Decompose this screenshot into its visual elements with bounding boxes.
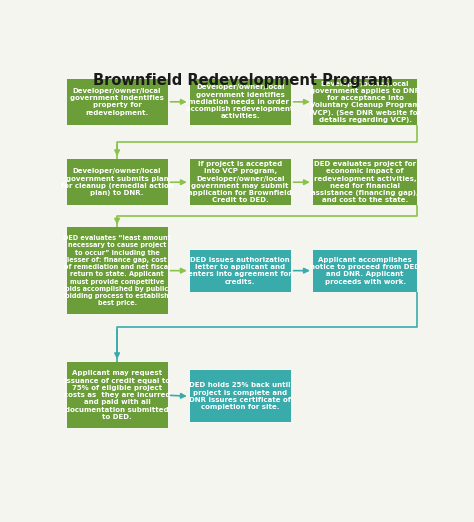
Text: Applicant may request
issuance of credit equal to
75% of eligible project
costs : Applicant may request issuance of credit…: [64, 371, 170, 420]
FancyBboxPatch shape: [190, 159, 291, 205]
Text: DED evaluates “least amount
necessary to cause project
to occur” including the
l: DED evaluates “least amount necessary to…: [63, 235, 171, 306]
FancyBboxPatch shape: [313, 159, 418, 205]
Text: DED holds 25% back until
project is complete and
DNR issures certificate of
comp: DED holds 25% back until project is comp…: [189, 383, 291, 410]
Text: Developer/owner/local
government submits plan
for cleanup (remedial action
plan): Developer/owner/local government submits…: [61, 168, 173, 196]
Text: Applicant accomplishes
notice to proceed from DED
and DNR. Applicant
proceeds wi: Applicant accomplishes notice to proceed…: [310, 257, 420, 284]
Text: Developer/owner/local
government identifies
remediation needs in order to
accomp: Developer/owner/local government identif…: [181, 85, 300, 120]
Text: DED issues authorization
letter to applicant and
enters into agreement for
credi: DED issues authorization letter to appli…: [188, 257, 292, 284]
Text: Developer/owner/local
government indentifies
property for
redevelopment.: Developer/owner/local government indenti…: [70, 88, 164, 116]
Text: If project is accepted
into VCP program,
Developer/owner/local
government may su: If project is accepted into VCP program,…: [188, 161, 292, 204]
FancyBboxPatch shape: [66, 159, 168, 205]
FancyBboxPatch shape: [190, 370, 291, 422]
Text: Brownfield Redevelopment Program: Brownfield Redevelopment Program: [93, 73, 393, 88]
FancyBboxPatch shape: [66, 228, 168, 314]
FancyBboxPatch shape: [66, 362, 168, 429]
Text: Developer/owner/local
government applies to DNR
for acceptance into
Voluntary Cl: Developer/owner/local government applies…: [309, 81, 421, 123]
FancyBboxPatch shape: [313, 250, 418, 292]
FancyBboxPatch shape: [66, 79, 168, 125]
FancyBboxPatch shape: [313, 79, 418, 125]
FancyBboxPatch shape: [190, 250, 291, 292]
FancyBboxPatch shape: [190, 79, 291, 125]
Text: DED evaluates project for
economic impact of
redevelopment activities,
need for : DED evaluates project for economic impac…: [311, 161, 419, 204]
